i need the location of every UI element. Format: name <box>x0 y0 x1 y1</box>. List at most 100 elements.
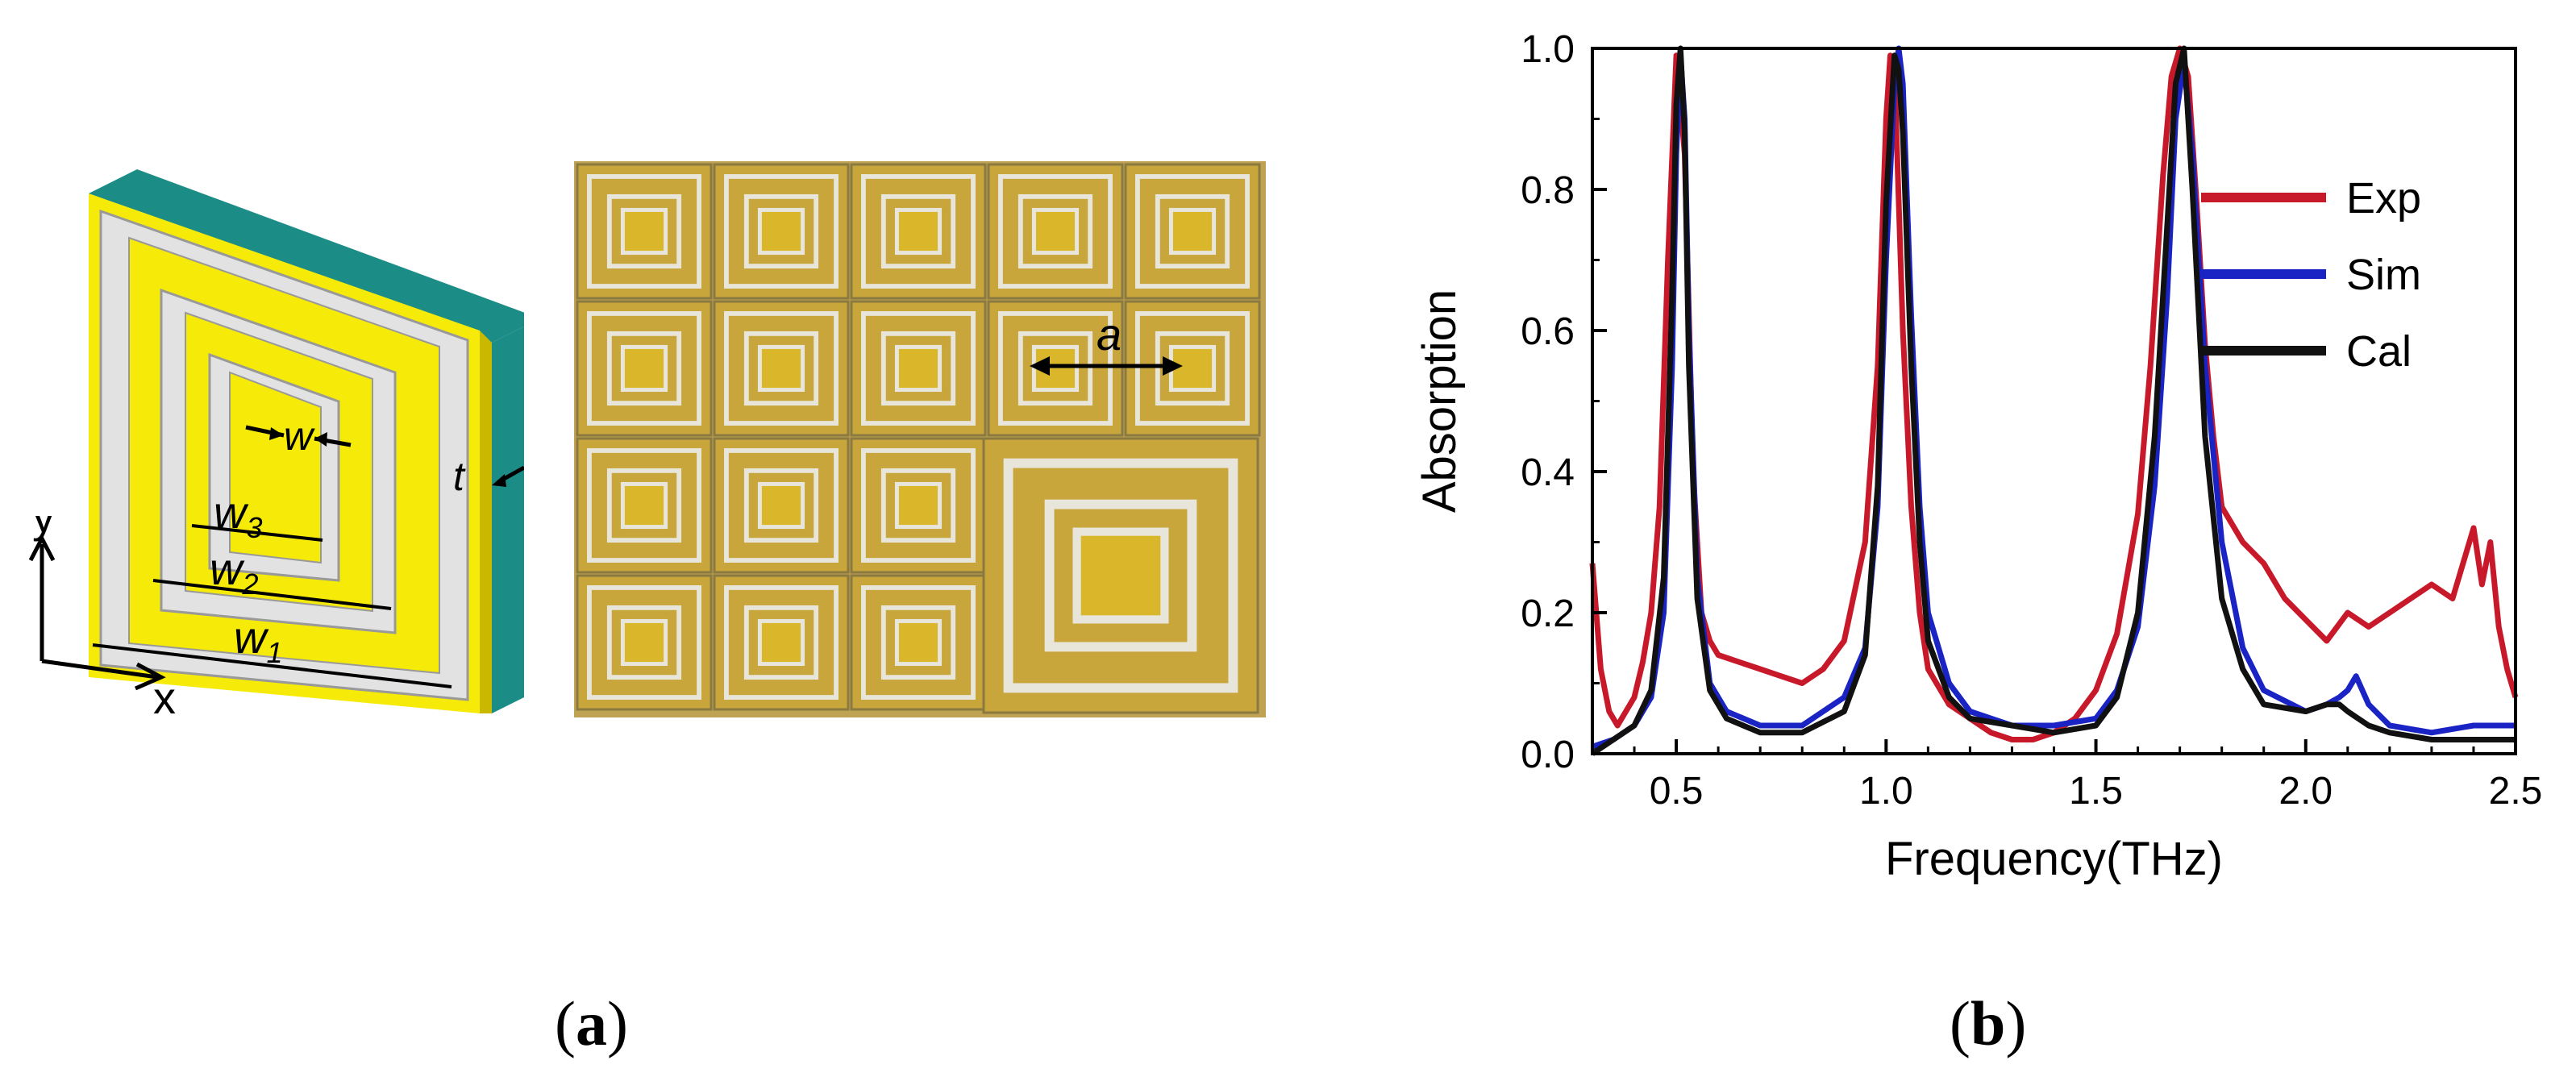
plot-area <box>1589 45 2519 756</box>
cell-r1-c2-outer-ring <box>861 311 976 426</box>
legend-label-sim: Sim <box>2346 251 2421 299</box>
y-tick-label: 0.2 <box>1521 593 1575 635</box>
w-arrowhead-right <box>314 432 327 447</box>
y-axis-text: y <box>32 516 55 542</box>
cell-r0-c1-middle-ring <box>743 193 819 269</box>
w3-label: w3 <box>214 487 262 544</box>
cell-r1-c2-middle-ring <box>880 331 956 406</box>
inner-ring-center-gold <box>229 371 322 564</box>
magnified-cell-inner-ring <box>1072 527 1169 624</box>
cell-r3-c0-outer-ring <box>587 585 701 700</box>
cell-r3-c1-middle-ring <box>743 605 819 680</box>
cell-r1-c2-inner-ring <box>894 344 943 393</box>
cell-r0-c0-middle-ring <box>606 193 682 269</box>
cell-r0-c3-outer-ring <box>998 174 1113 289</box>
series-line-sim <box>1591 45 2516 750</box>
caption-a: (a) <box>555 988 628 1058</box>
slab-top-face <box>89 169 540 343</box>
x-tick-label: 1.0 <box>1859 770 1913 813</box>
y-tick-label: 0.6 <box>1521 310 1575 353</box>
cell-r2-c2-inner-ring <box>894 481 943 530</box>
cell-r0-c3-middle-ring <box>1017 193 1093 269</box>
cell-r0-c2-inner-ring <box>894 207 943 256</box>
w3-dimension-line <box>191 524 323 542</box>
cell-r1-c4-middle-ring <box>1155 331 1230 406</box>
unit-cell-schematic-svg: w t w3 w2 w1 y <box>26 169 540 713</box>
series-line-exp <box>1589 45 2519 742</box>
series-line-cal <box>1591 45 2516 756</box>
x-axis-line <box>41 659 158 680</box>
sample-micrograph: a <box>574 161 1266 717</box>
period-label: a <box>1097 309 1122 360</box>
cell-r1-c4-base <box>1124 300 1261 437</box>
t-arrowhead <box>492 474 506 487</box>
cell-r3-c0-middle-ring <box>606 605 682 680</box>
cell-r1-c3-outer-ring <box>998 311 1113 426</box>
cell-r0-c2-outer-ring <box>861 174 976 289</box>
legend: Exp Sim Cal <box>2201 174 2421 376</box>
w2-dimension-line <box>152 579 392 610</box>
absorption-chart-svg: 0.5 1.0 1.5 2.0 2.5 0.0 0.2 0.4 0.6 0.8 1.0 Frequen… <box>1413 28 2543 885</box>
cell-r1-c4-outer-ring <box>1135 311 1250 426</box>
cell-r3-c0-inner-ring <box>620 618 668 667</box>
magnified-cell-middle-ring <box>1044 499 1197 652</box>
cell-r0-c0-inner-ring <box>620 207 668 256</box>
cell-r2-c2-outer-ring <box>861 448 976 563</box>
x-tick-label: 0.5 <box>1650 770 1704 813</box>
cell-r0-c1-inner-ring <box>757 207 805 256</box>
legend-label-exp: Exp <box>2346 174 2421 222</box>
cell-r2-c0-outer-ring <box>587 448 701 563</box>
w1-label: w1 <box>234 612 282 669</box>
cell-r2-c1-inner-ring <box>757 481 805 530</box>
cell-r3-c2-middle-ring <box>880 605 956 680</box>
w-arrowhead-left <box>269 427 284 440</box>
cell-r1-c0-middle-ring <box>606 331 682 406</box>
magnified-cell-outer-ring <box>1003 458 1238 693</box>
slab-gold-edge <box>480 331 492 713</box>
y-tick-label: 0.0 <box>1521 734 1575 776</box>
cell-r1-c1-middle-ring <box>743 331 819 406</box>
cell-r0-c1-outer-ring <box>724 174 839 289</box>
micrograph-cells <box>576 163 1261 714</box>
cell-r1-c3-middle-ring <box>1017 331 1093 406</box>
cell-r3-c2-inner-ring <box>894 618 943 667</box>
x-axis-title: Frequency(THz) <box>1885 833 2223 885</box>
plot-frame <box>1591 47 2517 755</box>
cell-r3-c1-outer-ring <box>724 585 839 700</box>
cell-r3-c2-outer-ring <box>861 585 976 700</box>
x-tick-label: 2.5 <box>2489 770 2543 813</box>
sample-micrograph-svg: a <box>574 161 1266 717</box>
y-tick-label: 0.4 <box>1521 451 1575 494</box>
cell-r1-c0-inner-ring <box>620 344 668 393</box>
period-arrowhead-left <box>1030 356 1050 376</box>
cell-r2-c2-middle-ring <box>880 468 956 543</box>
cell-r3-c0-base <box>576 574 713 711</box>
y-tick-label: 0.8 <box>1521 169 1575 212</box>
w2-label: w2 <box>210 543 258 601</box>
cell-r2-c1-outer-ring <box>724 448 839 563</box>
w-label: w <box>284 414 315 459</box>
x-axis-text: x <box>153 672 176 717</box>
cell-r0-c2-middle-ring <box>880 193 956 269</box>
cell-r0-c4-outer-ring <box>1135 174 1250 289</box>
cell-r2-c1-middle-ring <box>743 468 819 543</box>
y-axis-title: Absorption <box>1413 289 1466 513</box>
cell-r0-c0-outer-ring <box>587 174 701 289</box>
period-arrowhead-right <box>1163 356 1183 376</box>
w1-dimension-line <box>92 643 452 688</box>
cell-r3-c1-inner-ring <box>757 618 805 667</box>
slab-side-face <box>492 318 540 713</box>
y-axis-arrowhead <box>28 534 56 562</box>
x-tick-label: 2.0 <box>2278 770 2333 813</box>
cell-r1-c0-outer-ring <box>587 311 701 426</box>
cell-r2-c0-middle-ring <box>606 468 682 543</box>
y-tick-label: 1.0 <box>1521 28 1575 71</box>
x-tick-label: 1.5 <box>2069 770 2123 813</box>
cell-r0-c4-middle-ring <box>1155 193 1230 269</box>
cell-r0-c4-inner-ring <box>1168 207 1217 256</box>
caption-b: (b) <box>1950 988 2027 1058</box>
cell-r1-c1-inner-ring <box>757 344 805 393</box>
absorption-chart: 0.5 1.0 1.5 2.0 2.5 0.0 0.2 0.4 0.6 0.8 1.0 Frequen… <box>1387 16 2576 927</box>
cell-r1-c1-outer-ring <box>724 311 839 426</box>
cell-r0-c3-inner-ring <box>1031 207 1080 256</box>
